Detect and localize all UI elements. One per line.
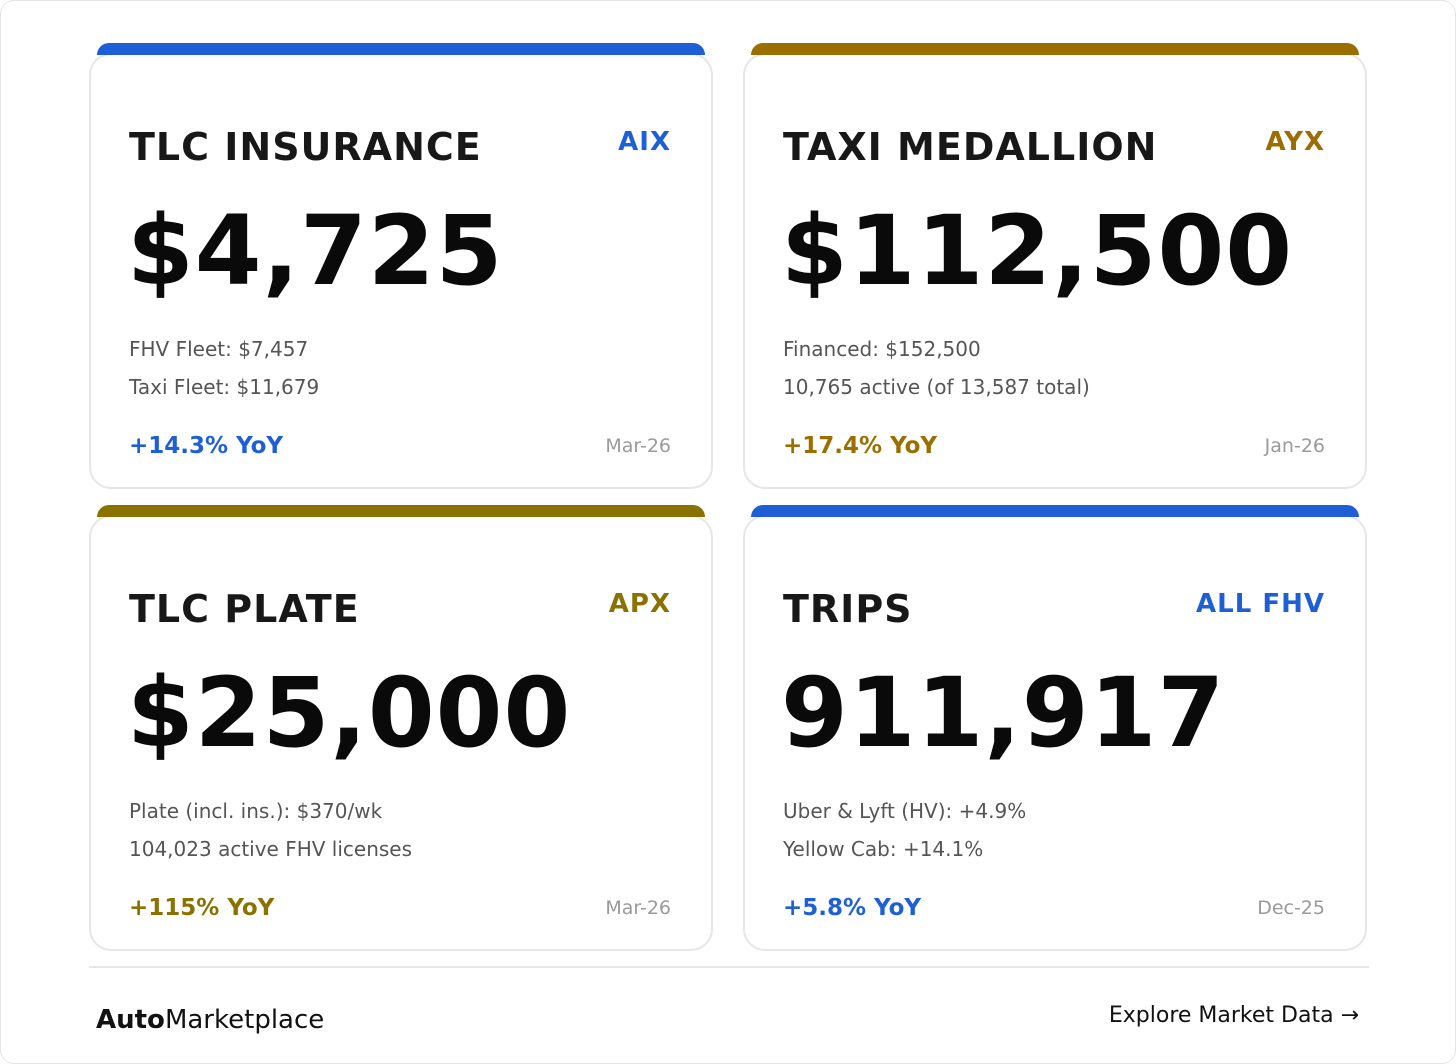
card-detail-line-2: Taxi Fleet: $11,679 <box>129 375 320 399</box>
brand-logo-regular: Marketplace <box>164 1005 325 1035</box>
card-detail-line-2: 10,765 active (of 13,587 total) <box>783 375 1090 399</box>
card-index-tag: ALL FHV <box>1196 589 1325 619</box>
card-date: Mar-26 <box>605 435 671 457</box>
card-index-tag: AIX <box>618 127 671 157</box>
card-value: $25,000 <box>127 657 572 769</box>
tlc-plate-card[interactable]: TLC PLATE APX $25,000 Plate (incl. ins.)… <box>89 505 713 951</box>
explore-market-data-link[interactable]: Explore Market Data → <box>1108 1003 1359 1028</box>
card-accent-bar <box>97 43 705 55</box>
card-detail-line-1: FHV Fleet: $7,457 <box>129 337 309 361</box>
card-detail-line-1: Uber & Lyft (HV): +4.9% <box>783 799 1027 823</box>
card-accent-bar <box>751 505 1359 517</box>
card-title: TLC INSURANCE <box>129 125 482 169</box>
card-detail-line-1: Financed: $152,500 <box>783 337 981 361</box>
card-date: Mar-26 <box>605 897 671 919</box>
card-value: $4,725 <box>127 195 504 307</box>
card-yoy-change: +17.4% YoY <box>783 433 938 459</box>
card-detail-line-2: 104,023 active FHV licenses <box>129 837 413 861</box>
card-date: Dec-25 <box>1257 897 1325 919</box>
brand-logo-bold: Auto <box>96 1005 165 1035</box>
card-title: TLC PLATE <box>129 587 360 631</box>
card-accent-bar <box>97 505 705 517</box>
card-title: TAXI MEDALLION <box>783 125 1158 169</box>
brand-logo[interactable]: AutoMarketplace <box>96 1005 324 1035</box>
card-value: 911,917 <box>781 657 1226 769</box>
card-accent-bar <box>751 43 1359 55</box>
card-date: Jan-26 <box>1264 435 1325 457</box>
card-title: TRIPS <box>783 587 913 631</box>
taxi-medallion-card[interactable]: TAXI MEDALLION AYX $112,500 Financed: $1… <box>743 43 1367 489</box>
footer-divider <box>89 966 1369 968</box>
card-detail-line-2: Yellow Cab: +14.1% <box>783 837 984 861</box>
card-index-tag: APX <box>608 589 671 619</box>
tlc-insurance-card[interactable]: TLC INSURANCE AIX $4,725 FHV Fleet: $7,4… <box>89 43 713 489</box>
card-yoy-change: +14.3% YoY <box>129 433 284 459</box>
card-detail-line-1: Plate (incl. ins.): $370/wk <box>129 799 383 823</box>
card-index-tag: AYX <box>1265 127 1325 157</box>
card-yoy-change: +5.8% YoY <box>783 895 922 921</box>
card-yoy-change: +115% YoY <box>129 895 275 921</box>
card-value: $112,500 <box>781 195 1294 307</box>
trips-card[interactable]: TRIPS ALL FHV 911,917 Uber & Lyft (HV): … <box>743 505 1367 951</box>
